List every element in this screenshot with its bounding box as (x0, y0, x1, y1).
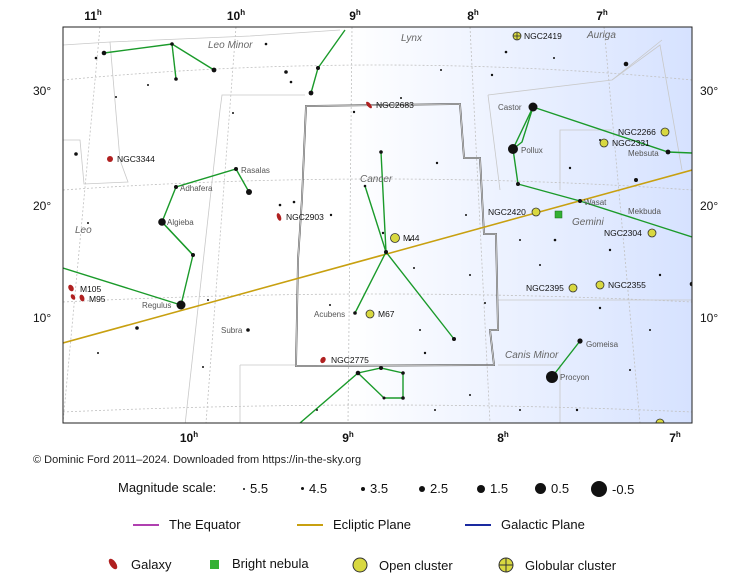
dec-label-right-30: 30° (700, 84, 719, 98)
star-label-subra: Subra (221, 326, 243, 335)
cluster-m44 (390, 233, 400, 243)
magnitude-scale-title: Magnitude scale: (118, 480, 217, 495)
open-cluster-icon (352, 557, 368, 573)
galaxy-ngc3344 (107, 156, 113, 162)
label-ngc2420: NGC2420 (488, 207, 526, 217)
constellation-auriga: Auriga (586, 30, 616, 41)
legend-galaxy: Galaxy (105, 556, 171, 572)
star-label-acubens: Acubens (314, 310, 345, 319)
dec-label-left-30: 30° (33, 84, 52, 98)
star-algieba (158, 218, 166, 226)
dec-label-left-10: 10° (33, 311, 52, 325)
star-label-adhafera: Adhafera (180, 184, 213, 193)
star-regulus (176, 300, 186, 310)
star-label-pollux: Pollux (521, 146, 543, 155)
cluster-ngc2395 (568, 283, 578, 293)
galaxy-icon (108, 558, 118, 570)
label-m105: M105 (80, 284, 102, 294)
cluster-m67 (365, 309, 375, 319)
globular-cluster-icon (498, 557, 514, 573)
galaxy-m105 (68, 284, 74, 292)
ra-label-bottom-9h: 9h (342, 430, 354, 445)
label-ngc2331: NGC2331 (612, 138, 650, 148)
nebula-icon (210, 559, 219, 569)
constellation-canis-minor: Canis Minor (505, 350, 559, 361)
coordinate-grid (63, 27, 692, 423)
galaxy-ngc2903 (276, 213, 282, 221)
star-label-gomeisa: Gomeisa (586, 340, 619, 349)
dec-label-right-10: 10° (700, 311, 719, 325)
star-label-castor: Castor (498, 103, 522, 112)
label-ngc2419: NGC2419 (524, 31, 562, 41)
legend-open-cluster: Open cluster (351, 556, 453, 574)
label-m44: M44 (403, 233, 420, 243)
label-ngc3344: NGC3344 (117, 154, 155, 164)
label-ngc2266: NGC2266 (618, 127, 656, 137)
constellation-lynx: Lynx (401, 33, 423, 44)
star-label-algieba: Algieba (167, 218, 194, 227)
legend-galactic-plane: Galactic Plane (465, 517, 585, 532)
ra-label-top-9h: 9h (349, 8, 361, 23)
copyright-notice: © Dominic Ford 2011–2024. Downloaded fro… (33, 454, 362, 466)
magnitude-0-5: 0.5 (535, 481, 569, 496)
galaxy-ngc2775 (320, 356, 326, 364)
map-frame (62, 26, 693, 424)
legend-equator: The Equator (133, 517, 241, 532)
stars (74, 42, 692, 412)
cluster-ngc2331 (599, 138, 609, 148)
constellation-cancer: Cancer (360, 174, 393, 185)
star-label-mebsuta: Mebsuta (628, 149, 659, 158)
label-m95: M95 (89, 294, 106, 304)
ra-label-top-8h: 8h (467, 8, 479, 23)
dec-label-left-20: 20° (33, 199, 52, 213)
constellation-boundaries (63, 29, 692, 423)
ra-label-bottom-7h: 7h (669, 430, 681, 445)
star-label-mekbuda: Mekbuda (628, 207, 661, 216)
cluster-ngc2355 (595, 280, 605, 290)
galaxy-ngc2683 (366, 101, 372, 109)
legend-globular-cluster: Globular cluster (497, 556, 616, 574)
magnitude-minus-0-5: -0.5 (591, 481, 634, 497)
dec-label-right-20: 20° (700, 199, 719, 213)
constellation-leo-minor: Leo Minor (208, 40, 253, 51)
legend-bright-nebula: Bright nebula (208, 556, 309, 571)
ra-label-top-11h: 11h (84, 8, 102, 23)
constellation-leo: Leo (75, 225, 92, 236)
open-clusters (365, 127, 670, 423)
cluster-ngc2304 (647, 228, 657, 238)
cluster-ngc2420 (531, 207, 541, 217)
star-procyon (546, 371, 558, 383)
magnitude-4-5: 4.5 (301, 481, 327, 496)
star-castor (528, 102, 538, 112)
ra-label-bottom-10h: 10h (179, 430, 199, 445)
magnitude-1-5: 1.5 (477, 481, 508, 496)
label-ngc2395: NGC2395 (526, 283, 564, 293)
cluster-ngc2266 (660, 127, 670, 137)
label-ngc2304: NGC2304 (604, 228, 642, 238)
magnitude-3-5: 3.5 (361, 481, 388, 496)
globular-cluster-ngc2419 (512, 31, 522, 41)
ra-label-bottom-8h: 8h (497, 430, 509, 445)
legend-ecliptic: Ecliptic Plane (297, 517, 411, 532)
galaxies (68, 101, 372, 364)
galaxy-m95 (79, 294, 85, 302)
magnitude-5-5: 5.5 (243, 481, 268, 496)
label-ngc2775: NGC2775 (331, 355, 369, 365)
label-ngc2355: NGC2355 (608, 280, 646, 290)
constellation-gemini: Gemini (572, 217, 604, 228)
label-m67: M67 (378, 309, 395, 319)
label-ngc2903: NGC2903 (286, 212, 324, 222)
star-pollux (508, 144, 518, 154)
star-label-procyon: Procyon (560, 373, 589, 382)
star-label-regulus: Regulus (142, 301, 171, 310)
ra-label-top-10h: 10h (226, 8, 246, 23)
bright-nebula (554, 210, 563, 219)
label-ngc2683: NGC2683 (376, 100, 414, 110)
magnitude-2-5: 2.5 (419, 481, 448, 496)
ecliptic-line (63, 169, 692, 344)
star-label-wasat: Wasat (584, 198, 607, 207)
ra-label-top-7h: 7h (596, 8, 608, 23)
star-label-rasalas: Rasalas (241, 166, 270, 175)
